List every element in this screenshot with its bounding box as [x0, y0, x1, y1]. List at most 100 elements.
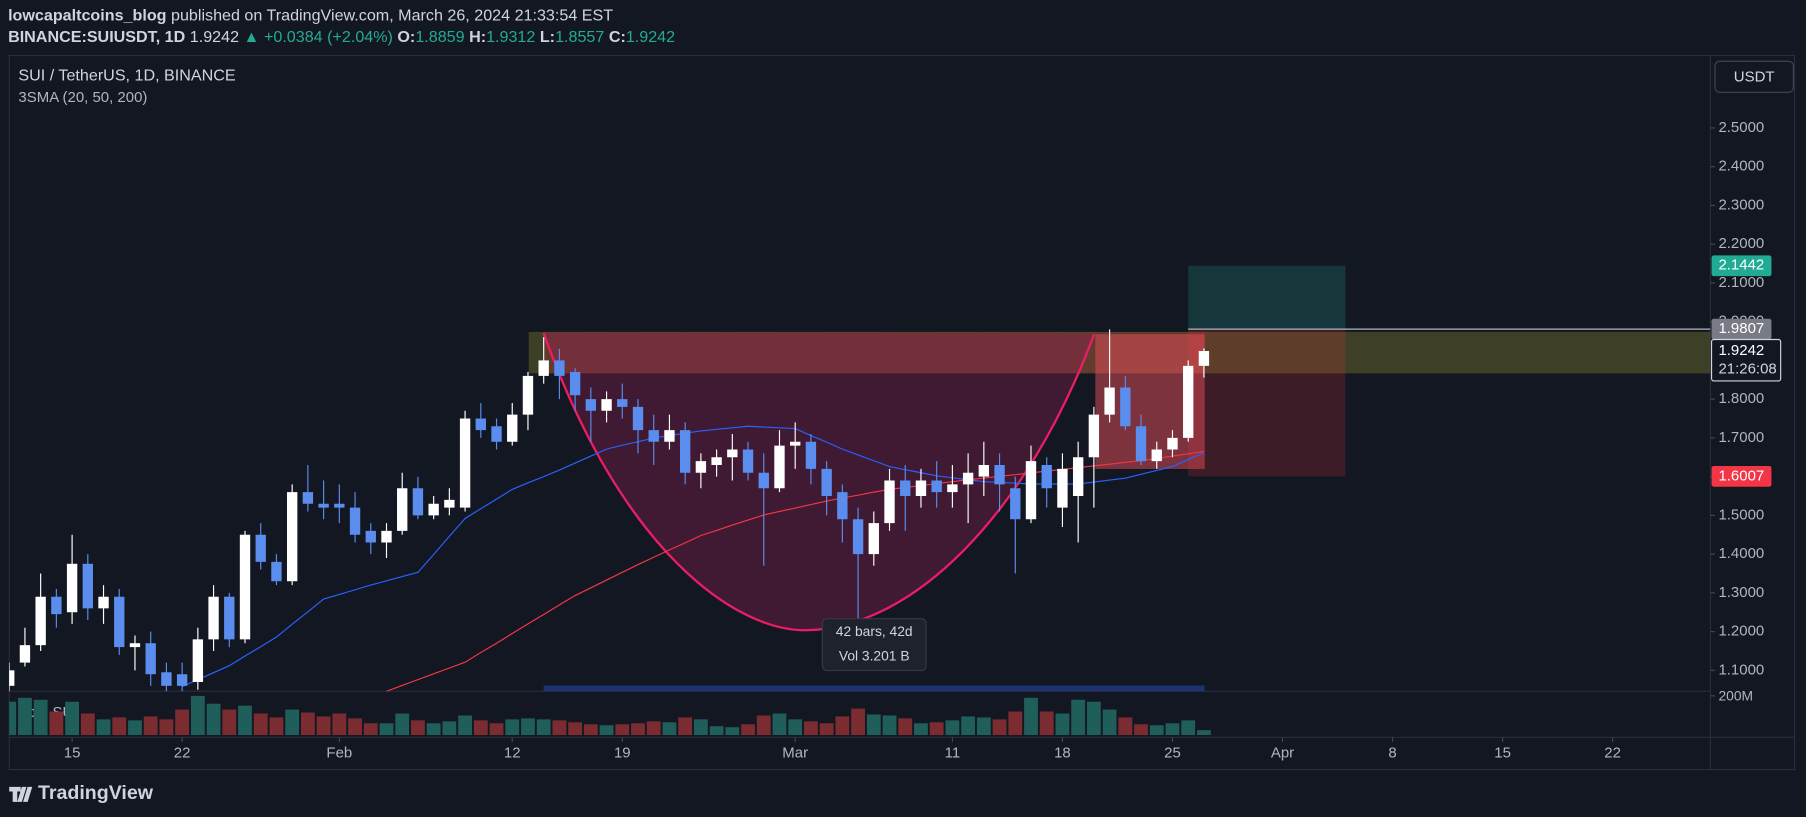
candle-body [239, 534, 251, 640]
volume-bar [882, 715, 897, 736]
volume-bar [238, 705, 252, 736]
candle-body [758, 472, 769, 489]
candle-body [852, 519, 864, 555]
volume-pane [9, 695, 1211, 736]
volume-bar [222, 709, 237, 736]
candle-body [255, 534, 266, 562]
candle-body [1088, 414, 1100, 458]
candle-body [585, 399, 597, 411]
candle-body [491, 426, 502, 442]
volume-bar [835, 716, 850, 736]
volume-bar [678, 717, 693, 736]
candle-body [1135, 426, 1147, 462]
candle-body [66, 563, 78, 613]
volume-bar [33, 699, 48, 736]
volume-bar [442, 721, 457, 736]
candle-body [837, 492, 848, 520]
target-zone [1188, 265, 1346, 330]
volume-bar [725, 727, 740, 736]
c-label: C: [609, 28, 626, 46]
candle-body [271, 561, 282, 582]
volume-bar [521, 718, 535, 736]
last-price-box [1710, 338, 1782, 382]
candle-body [145, 643, 156, 675]
volume-bar [190, 695, 205, 736]
candle-body [931, 480, 942, 493]
o-value: 1.8859 [415, 28, 464, 46]
candle-body [1120, 387, 1131, 427]
volume-bar [143, 716, 158, 736]
currency[interactable]: USDT [1734, 68, 1775, 85]
x-tick-label: 12 [504, 744, 521, 761]
candle-body [821, 468, 832, 496]
volume-bar [945, 720, 960, 736]
candle-body [664, 430, 675, 442]
l-value: 1.8557 [555, 28, 604, 46]
candle-body [648, 430, 659, 442]
price-tag-box [1711, 318, 1772, 340]
candle-body [114, 596, 125, 648]
candle-body [884, 480, 895, 524]
candle-body [459, 418, 471, 508]
candle-body [1167, 437, 1178, 450]
volume-bar [128, 720, 142, 736]
drawings [528, 331, 1711, 692]
x-tick-label: 15 [64, 744, 81, 761]
candle-body [727, 449, 738, 458]
candle-body [1198, 351, 1210, 366]
y-tick-label: 2.3000 [1718, 196, 1764, 213]
volume-bar [866, 714, 881, 736]
candle-body [1072, 457, 1084, 496]
y-tick-label: 2.2000 [1718, 235, 1764, 252]
volume-bar [65, 701, 80, 736]
chart-title: SUI / TetherUS, 1D, BINANCE [18, 66, 236, 84]
volume-bar [489, 723, 504, 736]
volume-bar [536, 719, 551, 736]
currency-button[interactable] [1714, 60, 1794, 93]
volume-bar [206, 703, 221, 736]
candle-body [915, 480, 927, 496]
candle-body [601, 399, 612, 411]
volume-bar [112, 717, 127, 736]
volume-bar [395, 713, 410, 736]
volume-bar [898, 718, 913, 736]
author: lowcapaltcoins_blog [8, 7, 166, 25]
volume-bar [1024, 697, 1038, 736]
volume-bar [379, 723, 394, 736]
brand: TradingView [38, 782, 154, 804]
volume-bar [709, 726, 724, 736]
volume-bar [568, 722, 583, 736]
candle-body [538, 360, 549, 376]
volume-bar [992, 719, 1007, 736]
volume-bar [961, 716, 976, 736]
measure-bars: 42 bars, 42d [836, 623, 913, 639]
volume-bar [300, 712, 315, 736]
candle-body [412, 488, 424, 516]
candle-body [711, 457, 722, 465]
volume-bar [1134, 724, 1148, 736]
x-tick-label: Feb [326, 744, 352, 761]
volume-bar [1086, 701, 1101, 736]
volume-bar [662, 722, 677, 736]
candle-body [569, 372, 581, 396]
y-tick-label: 1.7000 [1718, 429, 1764, 446]
candle-body [397, 488, 408, 531]
volume-bar [599, 725, 614, 736]
y-tick-label: 1.1000 [1718, 661, 1764, 678]
candle-body [1010, 488, 1021, 520]
x-tick-label: 19 [614, 744, 631, 761]
cup-curve [542, 332, 1096, 632]
volume-bar [741, 724, 755, 736]
candle-body [51, 596, 62, 615]
y-tick-label: 2.5000 [1718, 119, 1764, 136]
candle-body [900, 480, 911, 496]
candle-body [224, 596, 235, 640]
volume-bar [316, 716, 331, 736]
measure-range [543, 685, 1205, 692]
candle-body [381, 530, 392, 543]
candle-body [192, 639, 204, 682]
volume-bar [253, 713, 268, 736]
volume-bar [411, 720, 425, 736]
measure-tooltip [821, 618, 927, 672]
